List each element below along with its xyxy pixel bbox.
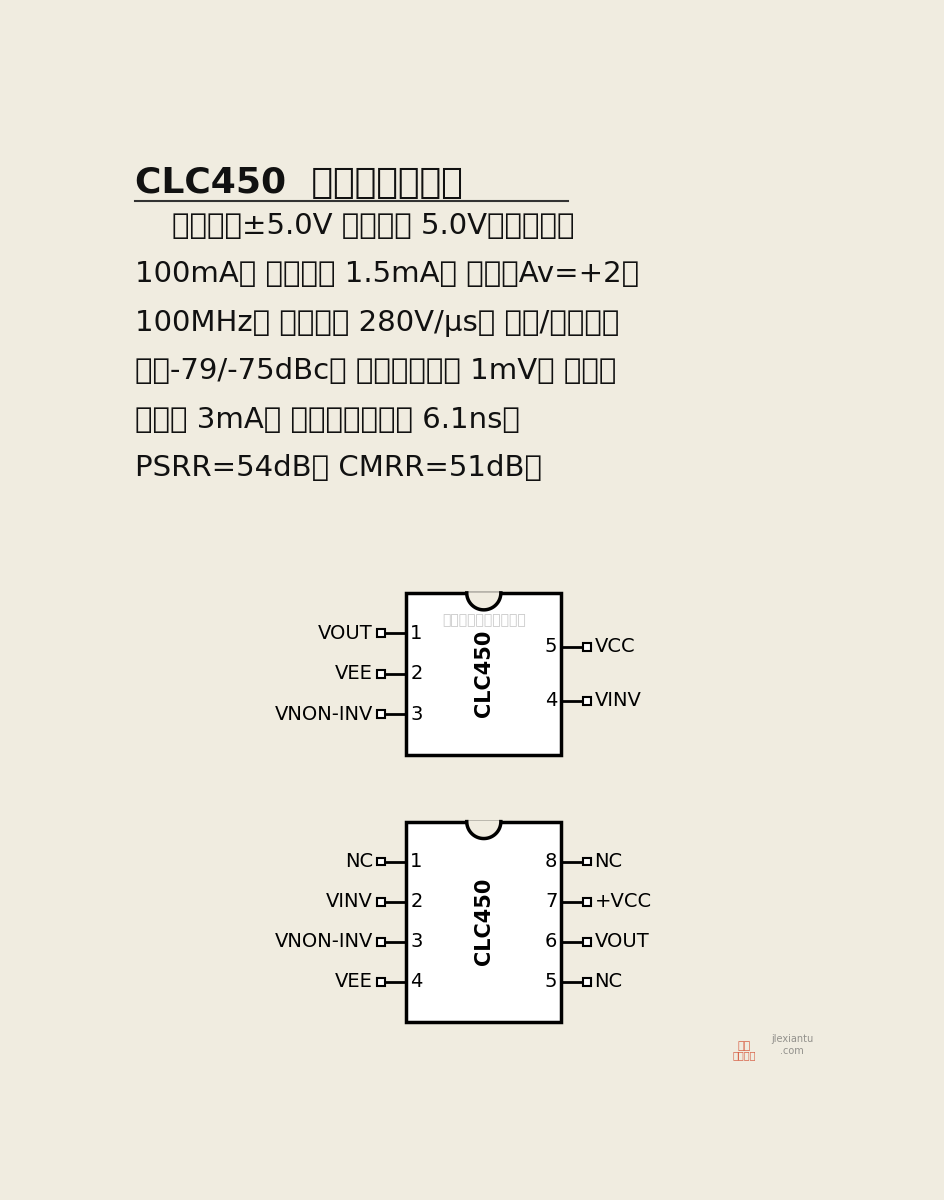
Text: NC: NC	[595, 852, 623, 871]
Text: 3: 3	[411, 704, 423, 724]
Bar	[583, 978, 591, 985]
Text: VNON-INV: VNON-INV	[275, 932, 373, 952]
Text: NC: NC	[595, 972, 623, 991]
Text: 失真-79/-75dBc； 输入失调电压 1mV； 输入偏: 失真-79/-75dBc； 输入失调电压 1mV； 输入偏	[135, 358, 616, 385]
Text: VEE: VEE	[335, 972, 373, 991]
Text: VOUT: VOUT	[595, 932, 649, 952]
Bar	[406, 593, 562, 755]
Bar	[583, 697, 591, 704]
Text: 6: 6	[545, 932, 557, 952]
Text: VNON-INV: VNON-INV	[275, 704, 373, 724]
Polygon shape	[466, 593, 501, 610]
Bar	[377, 978, 384, 985]
Text: CLC450: CLC450	[474, 878, 494, 965]
Text: 8: 8	[545, 852, 557, 871]
Text: CLC450  电流反馈放大器: CLC450 电流反馈放大器	[135, 166, 463, 199]
Text: 杭州络睶科技有限公司: 杭州络睶科技有限公司	[442, 613, 526, 626]
Text: 置电流 3mA； 上升及下降时间 6.1ns；: 置电流 3mA； 上升及下降时间 6.1ns；	[135, 406, 520, 433]
Text: CLC450: CLC450	[474, 630, 494, 718]
Bar	[583, 898, 591, 906]
Text: 5: 5	[545, 637, 557, 656]
Text: VOUT: VOUT	[318, 624, 373, 643]
Bar	[377, 938, 384, 946]
Text: 3: 3	[411, 932, 423, 952]
Text: 1: 1	[411, 624, 423, 643]
Text: 1: 1	[411, 852, 423, 871]
Bar	[377, 670, 384, 678]
Text: 7: 7	[545, 892, 557, 911]
Bar	[377, 858, 384, 865]
Text: PSRR=54dB； CMRR=51dB。: PSRR=54dB； CMRR=51dB。	[135, 455, 542, 482]
Bar	[377, 630, 384, 637]
Polygon shape	[466, 822, 501, 839]
Text: NC: NC	[345, 852, 373, 871]
Text: VINV: VINV	[595, 691, 642, 710]
Text: VINV: VINV	[326, 892, 373, 911]
Text: 捷配: 捷配	[737, 1042, 750, 1051]
Bar	[583, 938, 591, 946]
Text: 100MHz； 转换速率 280V/μs； 二次/三次谐波: 100MHz； 转换速率 280V/μs； 二次/三次谐波	[135, 308, 619, 337]
Bar	[406, 822, 562, 1022]
Text: VCC: VCC	[595, 637, 635, 656]
Text: 5: 5	[545, 972, 557, 991]
Bar	[377, 898, 384, 906]
Bar	[583, 858, 591, 865]
Text: jlexiantu
.com: jlexiantu .com	[771, 1034, 814, 1056]
Text: 4: 4	[545, 691, 557, 710]
Text: 工作电压±5.0V 或单电源 5.0V；输出电流: 工作电压±5.0V 或单电源 5.0V；输出电流	[135, 211, 575, 240]
Text: VEE: VEE	[335, 665, 373, 683]
Text: 2: 2	[411, 665, 423, 683]
Text: 100mA； 电源电流 1.5mA； 带宽（Av=+2）: 100mA； 电源电流 1.5mA； 带宽（Av=+2）	[135, 260, 639, 288]
Text: 2: 2	[411, 892, 423, 911]
Text: +VCC: +VCC	[595, 892, 651, 911]
Bar	[583, 643, 591, 650]
Text: 4: 4	[411, 972, 423, 991]
Text: 电子市场: 电子市场	[733, 1050, 756, 1061]
Bar	[377, 710, 384, 718]
